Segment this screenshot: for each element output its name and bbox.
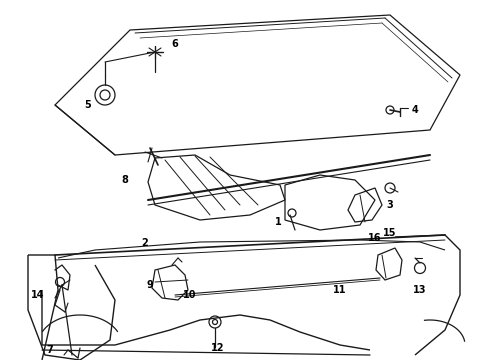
Text: 14: 14 [31, 290, 45, 300]
Text: 6: 6 [172, 39, 178, 49]
Text: 7: 7 [47, 345, 53, 355]
Text: 9: 9 [147, 280, 153, 290]
Text: 12: 12 [211, 343, 225, 353]
Text: 10: 10 [183, 290, 197, 300]
Text: 4: 4 [412, 105, 418, 115]
Text: 16: 16 [368, 233, 382, 243]
Text: 8: 8 [122, 175, 128, 185]
Text: 11: 11 [333, 285, 347, 295]
Text: 1: 1 [274, 217, 281, 227]
Text: 5: 5 [85, 100, 91, 110]
Text: 15: 15 [383, 228, 397, 238]
Text: 3: 3 [387, 200, 393, 210]
Text: 2: 2 [142, 238, 148, 248]
Text: 13: 13 [413, 285, 427, 295]
